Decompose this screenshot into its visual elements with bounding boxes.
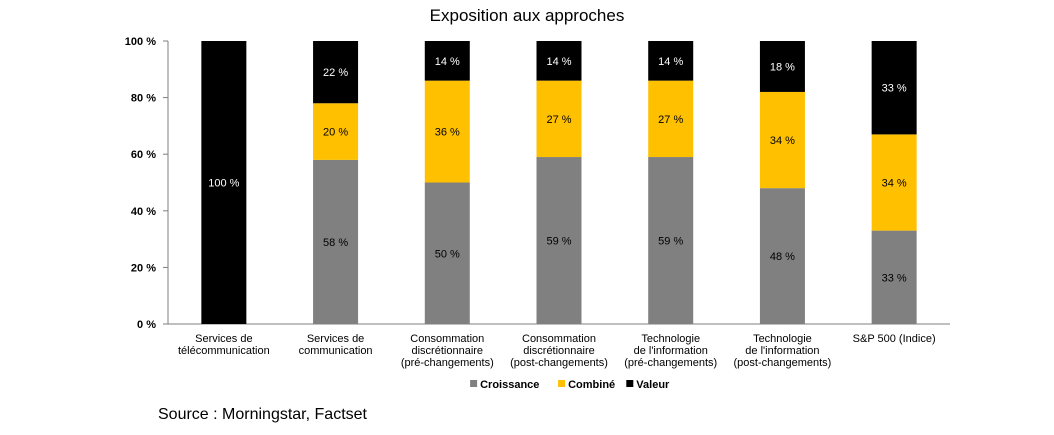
data-label: 48 % — [770, 251, 795, 263]
bar-segment-valeur — [759, 41, 805, 92]
x-tick-label: discrétionnaire — [523, 345, 595, 357]
x-tick-label: Services de — [195, 333, 252, 345]
bar-segment-croissance — [536, 157, 582, 324]
stacked-bar-chart: 0 % 20 % 40 % 60 % 80 % 100 % 100 % Services de… — [125, 36, 950, 391]
data-label: 36 % — [435, 127, 460, 139]
y-tick-label: 40 % — [131, 206, 156, 218]
data-label: 34 % — [770, 135, 795, 147]
bar-segment-valeur — [424, 41, 470, 81]
x-tick-label: (post-changements) — [734, 357, 832, 369]
bar-segment-valeur — [536, 41, 582, 81]
bar-segment-combiné — [536, 80, 582, 158]
y-tick-label: 60 % — [131, 149, 156, 161]
x-tick-label: S&P 500 (Indice) — [853, 333, 936, 345]
bar-segment-croissance — [424, 182, 470, 324]
data-label: 14 % — [658, 56, 683, 68]
legend-swatch-combiné — [558, 380, 566, 387]
legend-swatch-valeur — [626, 380, 634, 387]
bar-segment-valeur — [648, 41, 694, 81]
data-label: 33 % — [882, 272, 907, 284]
bar-segment-croissance — [759, 188, 805, 324]
legend-swatch-croissance — [470, 380, 478, 387]
data-label: 20 % — [323, 127, 348, 139]
legend-label: Valeur — [636, 379, 670, 391]
data-label: 14 % — [435, 56, 460, 68]
bar-segment-croissance — [871, 230, 917, 324]
y-tick-label: 100 % — [125, 36, 156, 48]
y-tick-label: 80 % — [131, 93, 156, 105]
data-label: 34 % — [882, 178, 907, 190]
y-tick-label: 20 % — [131, 262, 156, 274]
data-label: 58 % — [323, 237, 348, 249]
x-tick-label: de l'information — [745, 345, 819, 357]
x-tick-label: Technologie — [753, 333, 812, 345]
data-label: 59 % — [658, 236, 683, 248]
legend-label: Croissance — [480, 379, 539, 391]
bar-segment-combiné — [313, 103, 359, 160]
data-label: 27 % — [546, 114, 571, 126]
x-tick-label: de l'information — [634, 345, 708, 357]
bar-segment-valeur — [201, 41, 247, 324]
source-note: Source : Morningstar, Factset — [158, 406, 367, 423]
bar-segment-combiné — [424, 80, 470, 183]
bar-segment-valeur — [313, 41, 359, 104]
data-label: 50 % — [435, 248, 460, 260]
legend-label: Combiné — [568, 379, 615, 391]
bar-segment-combiné — [648, 80, 694, 158]
x-tick-label: (pré-changements) — [624, 357, 717, 369]
data-label: 14 % — [546, 56, 571, 68]
data-label: 59 % — [546, 236, 571, 248]
x-tick-label: communication — [299, 345, 373, 357]
bar-segment-combiné — [871, 134, 917, 231]
bar-segment-croissance — [648, 157, 694, 324]
data-label: 100 % — [208, 178, 239, 190]
x-tick-label: télécommunication — [178, 345, 270, 357]
x-tick-label: discrétionnaire — [412, 345, 484, 357]
bar-segment-valeur — [871, 41, 917, 135]
chart-title: Exposition aux approches — [429, 6, 625, 25]
data-label: 27 % — [658, 114, 683, 126]
x-tick-label: (pré-changements) — [401, 357, 494, 369]
x-tick-label: (post-changements) — [510, 357, 608, 369]
y-tick-label: 0 % — [137, 319, 156, 331]
bar-segment-combiné — [759, 91, 805, 189]
bar-segment-croissance — [313, 159, 359, 324]
x-tick-label: Technologie — [641, 333, 700, 345]
x-tick-label: Consommation — [410, 333, 484, 345]
data-label: 33 % — [882, 83, 907, 95]
data-label: 18 % — [770, 61, 795, 73]
x-tick-label: Consommation — [522, 333, 596, 345]
x-tick-label: Services de — [307, 333, 364, 345]
data-label: 22 % — [323, 67, 348, 79]
